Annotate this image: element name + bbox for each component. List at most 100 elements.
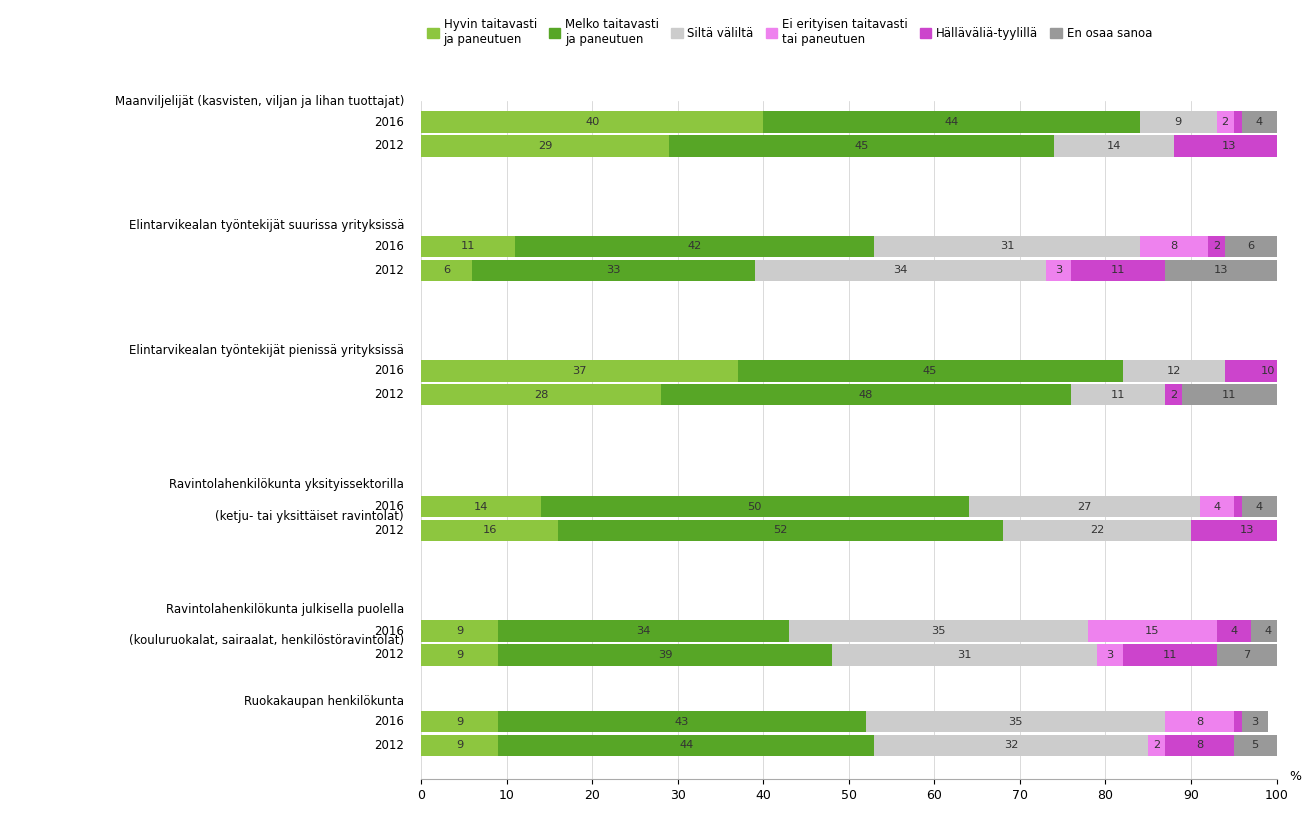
Bar — [421, 384, 661, 406]
Text: 37: 37 — [572, 366, 587, 376]
Bar — [1098, 644, 1123, 665]
Text: 2: 2 — [1153, 741, 1161, 750]
Bar — [1123, 644, 1216, 665]
Bar — [737, 360, 1123, 381]
Bar — [421, 520, 558, 541]
Text: 3: 3 — [1105, 650, 1113, 660]
Bar — [497, 644, 832, 665]
Bar — [1182, 384, 1277, 406]
Text: 2016: 2016 — [374, 365, 404, 377]
Text: 8: 8 — [1170, 241, 1178, 251]
Bar — [1174, 135, 1284, 157]
Text: 44: 44 — [945, 117, 958, 127]
Text: 2: 2 — [1213, 241, 1220, 251]
Bar — [421, 735, 497, 756]
Bar — [421, 360, 737, 381]
Text: 9: 9 — [1174, 117, 1182, 127]
Bar — [421, 711, 497, 732]
Text: 34: 34 — [894, 266, 907, 275]
Text: 4: 4 — [1213, 502, 1220, 512]
Text: 11: 11 — [1223, 390, 1237, 400]
Bar — [1071, 260, 1166, 281]
Text: 2016: 2016 — [374, 715, 404, 728]
Bar — [755, 260, 1045, 281]
Bar — [1284, 135, 1316, 157]
Bar — [1216, 620, 1250, 642]
Bar — [497, 620, 790, 642]
Text: 5: 5 — [1252, 741, 1259, 750]
Text: 35: 35 — [932, 626, 946, 636]
Bar — [1003, 520, 1191, 541]
Bar — [497, 735, 874, 756]
Bar — [1234, 735, 1277, 756]
Text: %: % — [1290, 770, 1302, 783]
Bar — [1166, 735, 1234, 756]
Text: 2016: 2016 — [374, 500, 404, 513]
Bar — [1045, 260, 1071, 281]
Bar — [1088, 620, 1216, 642]
Bar — [763, 111, 1140, 132]
Text: 2016: 2016 — [374, 240, 404, 253]
Bar — [1225, 360, 1311, 381]
Bar — [1242, 496, 1277, 517]
Bar — [1234, 711, 1242, 732]
Text: 13: 13 — [1240, 525, 1254, 535]
Bar — [1166, 711, 1234, 732]
Bar — [421, 235, 516, 257]
Text: 13: 13 — [1213, 266, 1228, 275]
Text: 28: 28 — [534, 390, 547, 400]
Text: 2012: 2012 — [374, 649, 404, 661]
Text: 15: 15 — [1145, 626, 1159, 636]
Text: 35: 35 — [1008, 716, 1023, 727]
Bar — [661, 384, 1071, 406]
Bar — [1242, 711, 1269, 732]
Text: 12: 12 — [1167, 366, 1180, 376]
Bar — [558, 520, 1003, 541]
Text: 22: 22 — [1090, 525, 1104, 535]
Bar — [516, 235, 875, 257]
Bar — [1191, 520, 1303, 541]
Bar — [421, 620, 497, 642]
Bar — [874, 735, 1148, 756]
Text: 11: 11 — [1111, 390, 1125, 400]
Text: 2012: 2012 — [374, 739, 404, 752]
Text: 32: 32 — [1004, 741, 1019, 750]
Bar — [874, 235, 1140, 257]
Text: 8: 8 — [1196, 741, 1203, 750]
Text: 2012: 2012 — [374, 524, 404, 537]
Text: 6: 6 — [443, 266, 450, 275]
Text: 4: 4 — [1255, 117, 1263, 127]
Text: 4: 4 — [1230, 626, 1237, 636]
Text: Maanviljelijät (kasvisten, viljan ja lihan tuottajat): Maanviljelijät (kasvisten, viljan ja lih… — [114, 95, 404, 108]
Text: Elintarvikealan työntekijät pienissä yrityksissä: Elintarvikealan työntekijät pienissä yri… — [129, 344, 404, 357]
Bar — [421, 111, 763, 132]
Bar — [1148, 735, 1166, 756]
Text: 2: 2 — [1221, 117, 1229, 127]
Text: 9: 9 — [455, 650, 463, 660]
Bar — [1252, 620, 1284, 642]
Bar — [541, 496, 969, 517]
Text: 2: 2 — [1170, 390, 1178, 400]
Text: 52: 52 — [774, 525, 787, 535]
Text: 4: 4 — [1255, 502, 1263, 512]
Text: (ketju- tai yksittäiset ravintolat): (ketju- tai yksittäiset ravintolat) — [216, 510, 404, 523]
Text: 39: 39 — [658, 650, 672, 660]
Bar — [1216, 111, 1234, 132]
Text: 29: 29 — [538, 141, 553, 151]
Text: 14: 14 — [1107, 141, 1121, 151]
Text: 6: 6 — [1248, 241, 1254, 251]
Text: 31: 31 — [1000, 241, 1015, 251]
Text: 43: 43 — [675, 716, 690, 727]
Text: 4: 4 — [1265, 626, 1271, 636]
Text: 2016: 2016 — [374, 116, 404, 128]
Bar — [1216, 644, 1277, 665]
Text: 2012: 2012 — [374, 139, 404, 153]
Bar — [670, 135, 1054, 157]
Bar — [1140, 235, 1208, 257]
Bar — [1123, 360, 1225, 381]
Text: 10: 10 — [1261, 366, 1275, 376]
Text: 2012: 2012 — [374, 264, 404, 277]
Bar — [1071, 384, 1166, 406]
Text: 44: 44 — [679, 741, 694, 750]
Bar — [472, 260, 755, 281]
